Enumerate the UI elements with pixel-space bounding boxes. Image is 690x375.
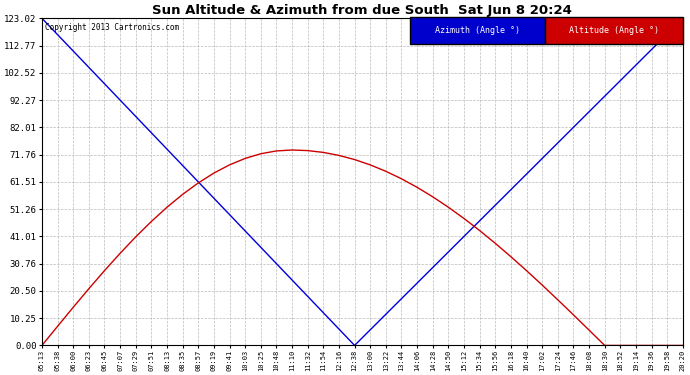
FancyBboxPatch shape xyxy=(411,17,545,45)
Title: Sun Altitude & Azimuth from due South  Sat Jun 8 20:24: Sun Altitude & Azimuth from due South Sa… xyxy=(152,4,572,17)
Text: Azimuth (Angle °): Azimuth (Angle °) xyxy=(435,26,520,35)
Text: Altitude (Angle °): Altitude (Angle °) xyxy=(569,26,659,35)
FancyBboxPatch shape xyxy=(545,17,683,45)
Text: Copyright 2013 Cartronics.com: Copyright 2013 Cartronics.com xyxy=(45,23,179,32)
